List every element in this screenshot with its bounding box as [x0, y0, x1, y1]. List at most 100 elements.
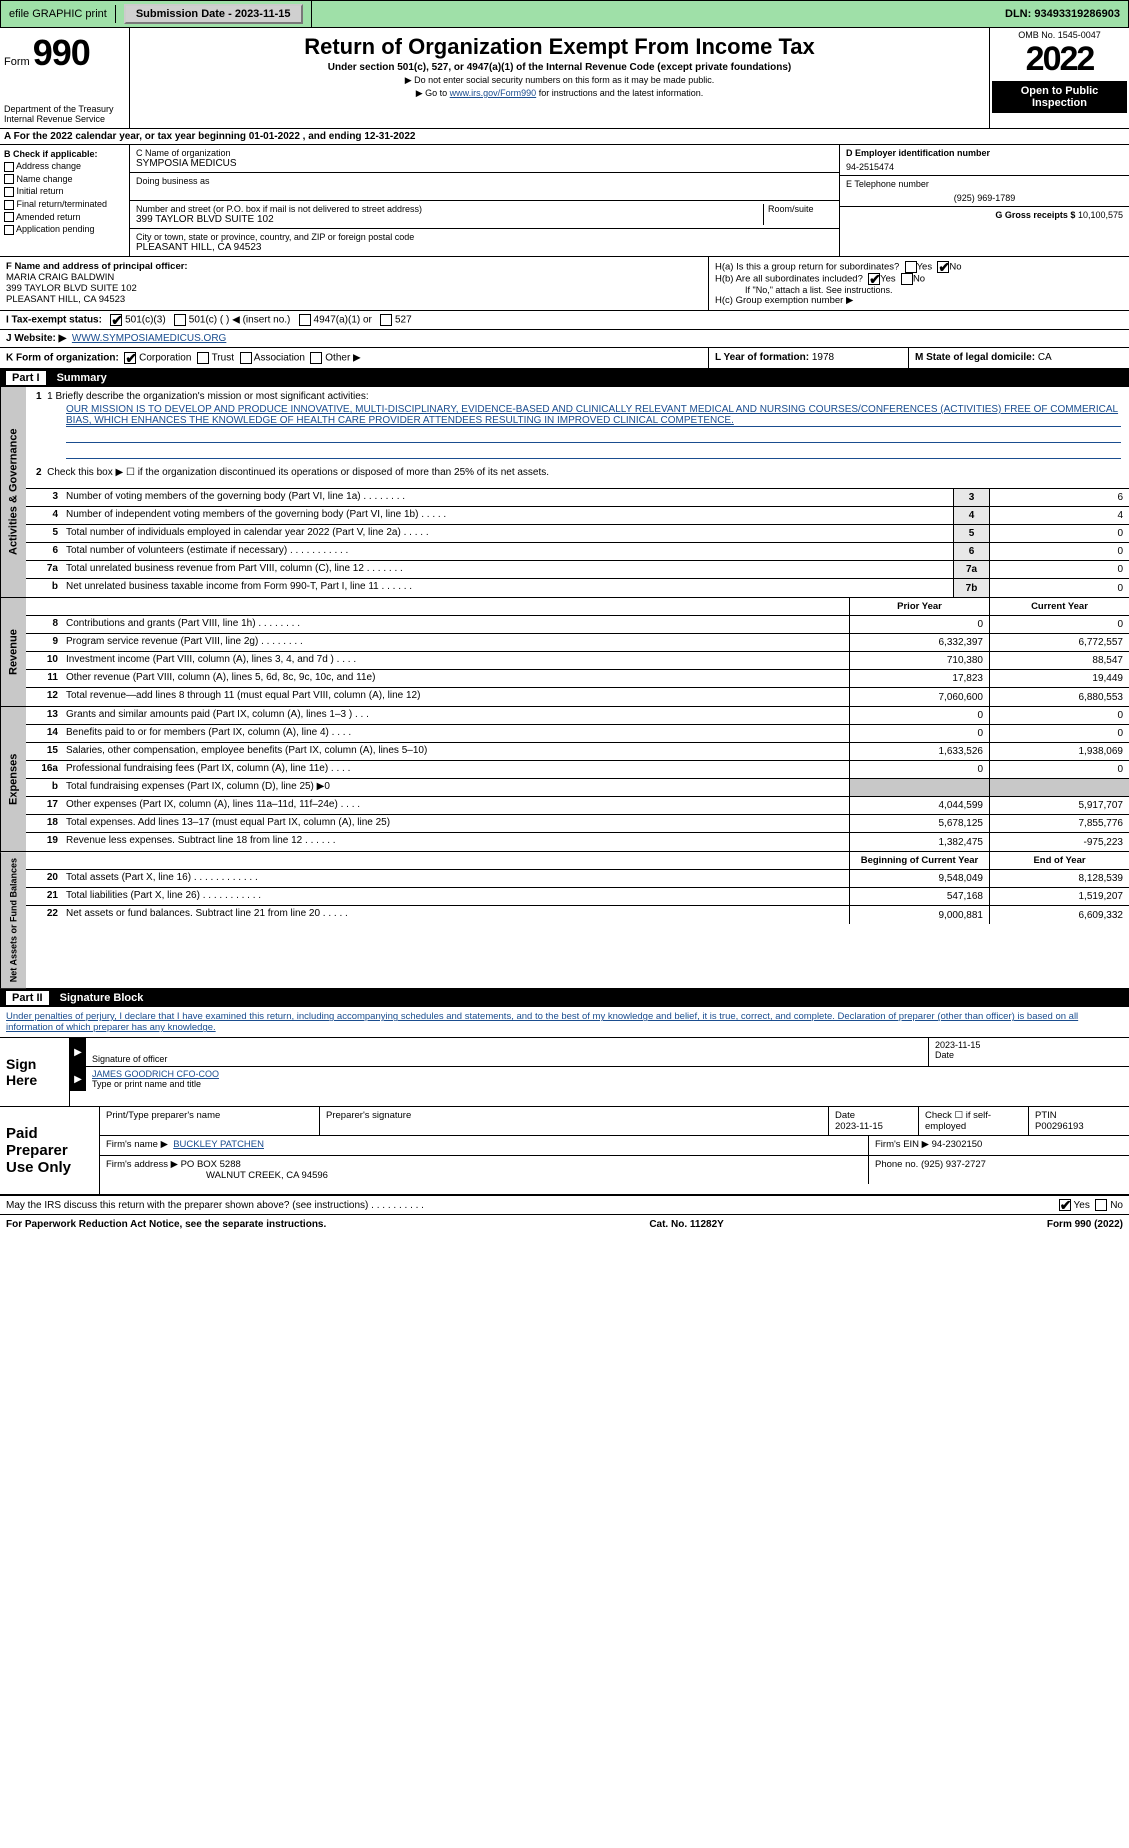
- firm-phone: (925) 937-2727: [921, 1159, 986, 1170]
- line-current: 19,449: [989, 670, 1129, 687]
- discuss-row: May the IRS discuss this return with the…: [0, 1196, 1129, 1215]
- website-link[interactable]: WWW.SYMPOSIAMEDICUS.ORG: [72, 333, 226, 344]
- line-prior: 710,380: [849, 652, 989, 669]
- opt-501c3: 501(c)(3): [125, 315, 166, 326]
- opt-4947: 4947(a)(1) or: [314, 315, 372, 326]
- status-527-checkbox[interactable]: [380, 314, 392, 326]
- form-title: Return of Organization Exempt From Incom…: [138, 34, 981, 60]
- line-desc: Net unrelated business taxable income fr…: [62, 579, 953, 597]
- field-dba: Doing business as: [130, 173, 839, 201]
- ha-yes-checkbox[interactable]: [905, 261, 917, 273]
- mission-blank1: [66, 429, 1121, 443]
- line-current: 6,880,553: [989, 688, 1129, 706]
- net-body: Beginning of Current Year End of Year 20…: [26, 852, 1129, 988]
- line-prior: 6,332,397: [849, 634, 989, 651]
- ptin-hdr: PTIN: [1035, 1110, 1123, 1121]
- line-current: 5,917,707: [989, 797, 1129, 814]
- line-box: 7a: [953, 561, 989, 578]
- org-corp-checkbox[interactable]: [124, 352, 136, 364]
- mission-block: 1 1 Briefly describe the organization's …: [26, 387, 1129, 489]
- line-box: 5: [953, 525, 989, 542]
- blank: [62, 598, 849, 615]
- part1-header: Part I Summary: [0, 369, 1129, 387]
- prep-sig-hdr: Preparer's signature: [320, 1107, 829, 1135]
- checkbox[interactable]: [4, 174, 14, 184]
- line-box: 3: [953, 489, 989, 506]
- line-current: 8,128,539: [989, 870, 1129, 887]
- sig-line-2: JAMES GOODRICH CFO-COO Type or print nam…: [70, 1067, 1129, 1091]
- line-desc: Total revenue—add lines 8 through 11 (mu…: [62, 688, 849, 706]
- prep-self-hdr: Check ☐ if self-employed: [919, 1107, 1029, 1135]
- prep-date-hdr: Date: [835, 1110, 912, 1121]
- irs-link[interactable]: www.irs.gov/Form990: [450, 88, 537, 98]
- checkbox[interactable]: [4, 212, 14, 222]
- checkbox[interactable]: [4, 162, 14, 172]
- hb-no-checkbox[interactable]: [901, 273, 913, 285]
- line-prior: [849, 779, 989, 796]
- data-line: 19Revenue less expenses. Subtract line 1…: [26, 833, 1129, 851]
- status-4947-checkbox[interactable]: [299, 314, 311, 326]
- sign-here-block: Sign Here Signature of officer 2023-11-1…: [0, 1038, 1129, 1107]
- field-org-name: C Name of organization SYMPOSIA MEDICUS: [130, 145, 839, 173]
- q1-label: 1 Briefly describe the organization's mi…: [47, 391, 369, 402]
- mission-text: OUR MISSION IS TO DEVELOP AND PRODUCE IN…: [66, 404, 1121, 427]
- status-501c3-checkbox[interactable]: [110, 314, 122, 326]
- box-g: G Gross receipts $ 10,100,575: [840, 207, 1129, 223]
- org-assoc-checkbox[interactable]: [240, 352, 252, 364]
- addr-label: Number and street (or P.O. box if mail i…: [136, 204, 763, 214]
- line-num: 3: [26, 489, 62, 506]
- discuss-question: May the IRS discuss this return with the…: [6, 1200, 1059, 1211]
- part1-title: Summary: [57, 372, 107, 384]
- declaration-text[interactable]: Under penalties of perjury, I declare th…: [6, 1011, 1078, 1033]
- ha-no-checkbox[interactable]: [937, 261, 949, 273]
- line-prior: 9,000,881: [849, 906, 989, 924]
- mission-blank2: [66, 445, 1121, 459]
- checkbox[interactable]: [4, 225, 14, 235]
- section-fh: F Name and address of principal officer:…: [0, 257, 1129, 311]
- line-prior: 17,823: [849, 670, 989, 687]
- year-formed: 1978: [812, 352, 834, 363]
- box-e: E Telephone number (925) 969-1789: [840, 176, 1129, 207]
- line-prior: 1,382,475: [849, 833, 989, 851]
- governance-body: 1 1 Briefly describe the organization's …: [26, 387, 1129, 597]
- hb-yes: Yes: [880, 274, 896, 285]
- note-pre: ▶ Go to: [416, 88, 450, 98]
- line-desc: Total assets (Part X, line 16) . . . . .…: [62, 870, 849, 887]
- form-990: 990: [33, 32, 90, 73]
- phone-label: E Telephone number: [846, 179, 1123, 189]
- line-num: 15: [26, 743, 62, 760]
- vtab-governance: Activities & Governance: [0, 387, 26, 597]
- line-num: 10: [26, 652, 62, 669]
- hb-no: No: [913, 274, 925, 285]
- line-desc: Benefits paid to or for members (Part IX…: [62, 725, 849, 742]
- sign-here-label: Sign Here: [0, 1038, 70, 1106]
- hb-yes-checkbox[interactable]: [868, 273, 880, 285]
- org-trust-checkbox[interactable]: [197, 352, 209, 364]
- checkbox[interactable]: [4, 200, 14, 210]
- line-current: 0: [989, 725, 1129, 742]
- domicile-label: M State of legal domicile:: [915, 352, 1035, 363]
- status-501c-checkbox[interactable]: [174, 314, 186, 326]
- data-line: 17Other expenses (Part IX, column (A), l…: [26, 797, 1129, 815]
- officer-addr1: 399 TAYLOR BLVD SUITE 102: [6, 283, 137, 294]
- checkbox[interactable]: [4, 187, 14, 197]
- box-b: B Check if applicable: Address change Na…: [0, 145, 130, 256]
- dept-irs: Internal Revenue Service: [4, 114, 125, 124]
- paid-preparer-block: Paid Preparer Use Only Print/Type prepar…: [0, 1107, 1129, 1196]
- gross-label: G Gross receipts $: [995, 210, 1075, 220]
- submission-btn[interactable]: Submission Date - 2023-11-15: [116, 1, 312, 27]
- org-other-checkbox[interactable]: [310, 352, 322, 364]
- prep-ptin: PTIN P00296193: [1029, 1107, 1129, 1135]
- line-val: 0: [989, 525, 1129, 542]
- box-m: M State of legal domicile: CA: [909, 348, 1129, 368]
- line-num: 7a: [26, 561, 62, 578]
- governance-section: Activities & Governance 1 1 Briefly desc…: [0, 387, 1129, 598]
- submission-date-button[interactable]: Submission Date - 2023-11-15: [124, 4, 303, 24]
- discuss-no-checkbox[interactable]: [1095, 1199, 1107, 1211]
- efile-label: efile GRAPHIC print: [1, 5, 116, 23]
- line-val: 6: [989, 489, 1129, 506]
- vtab-net-assets: Net Assets or Fund Balances: [0, 852, 26, 988]
- discuss-yes-checkbox[interactable]: [1059, 1199, 1071, 1211]
- topbar: efile GRAPHIC print Submission Date - 20…: [0, 0, 1129, 28]
- line-num: 6: [26, 543, 62, 560]
